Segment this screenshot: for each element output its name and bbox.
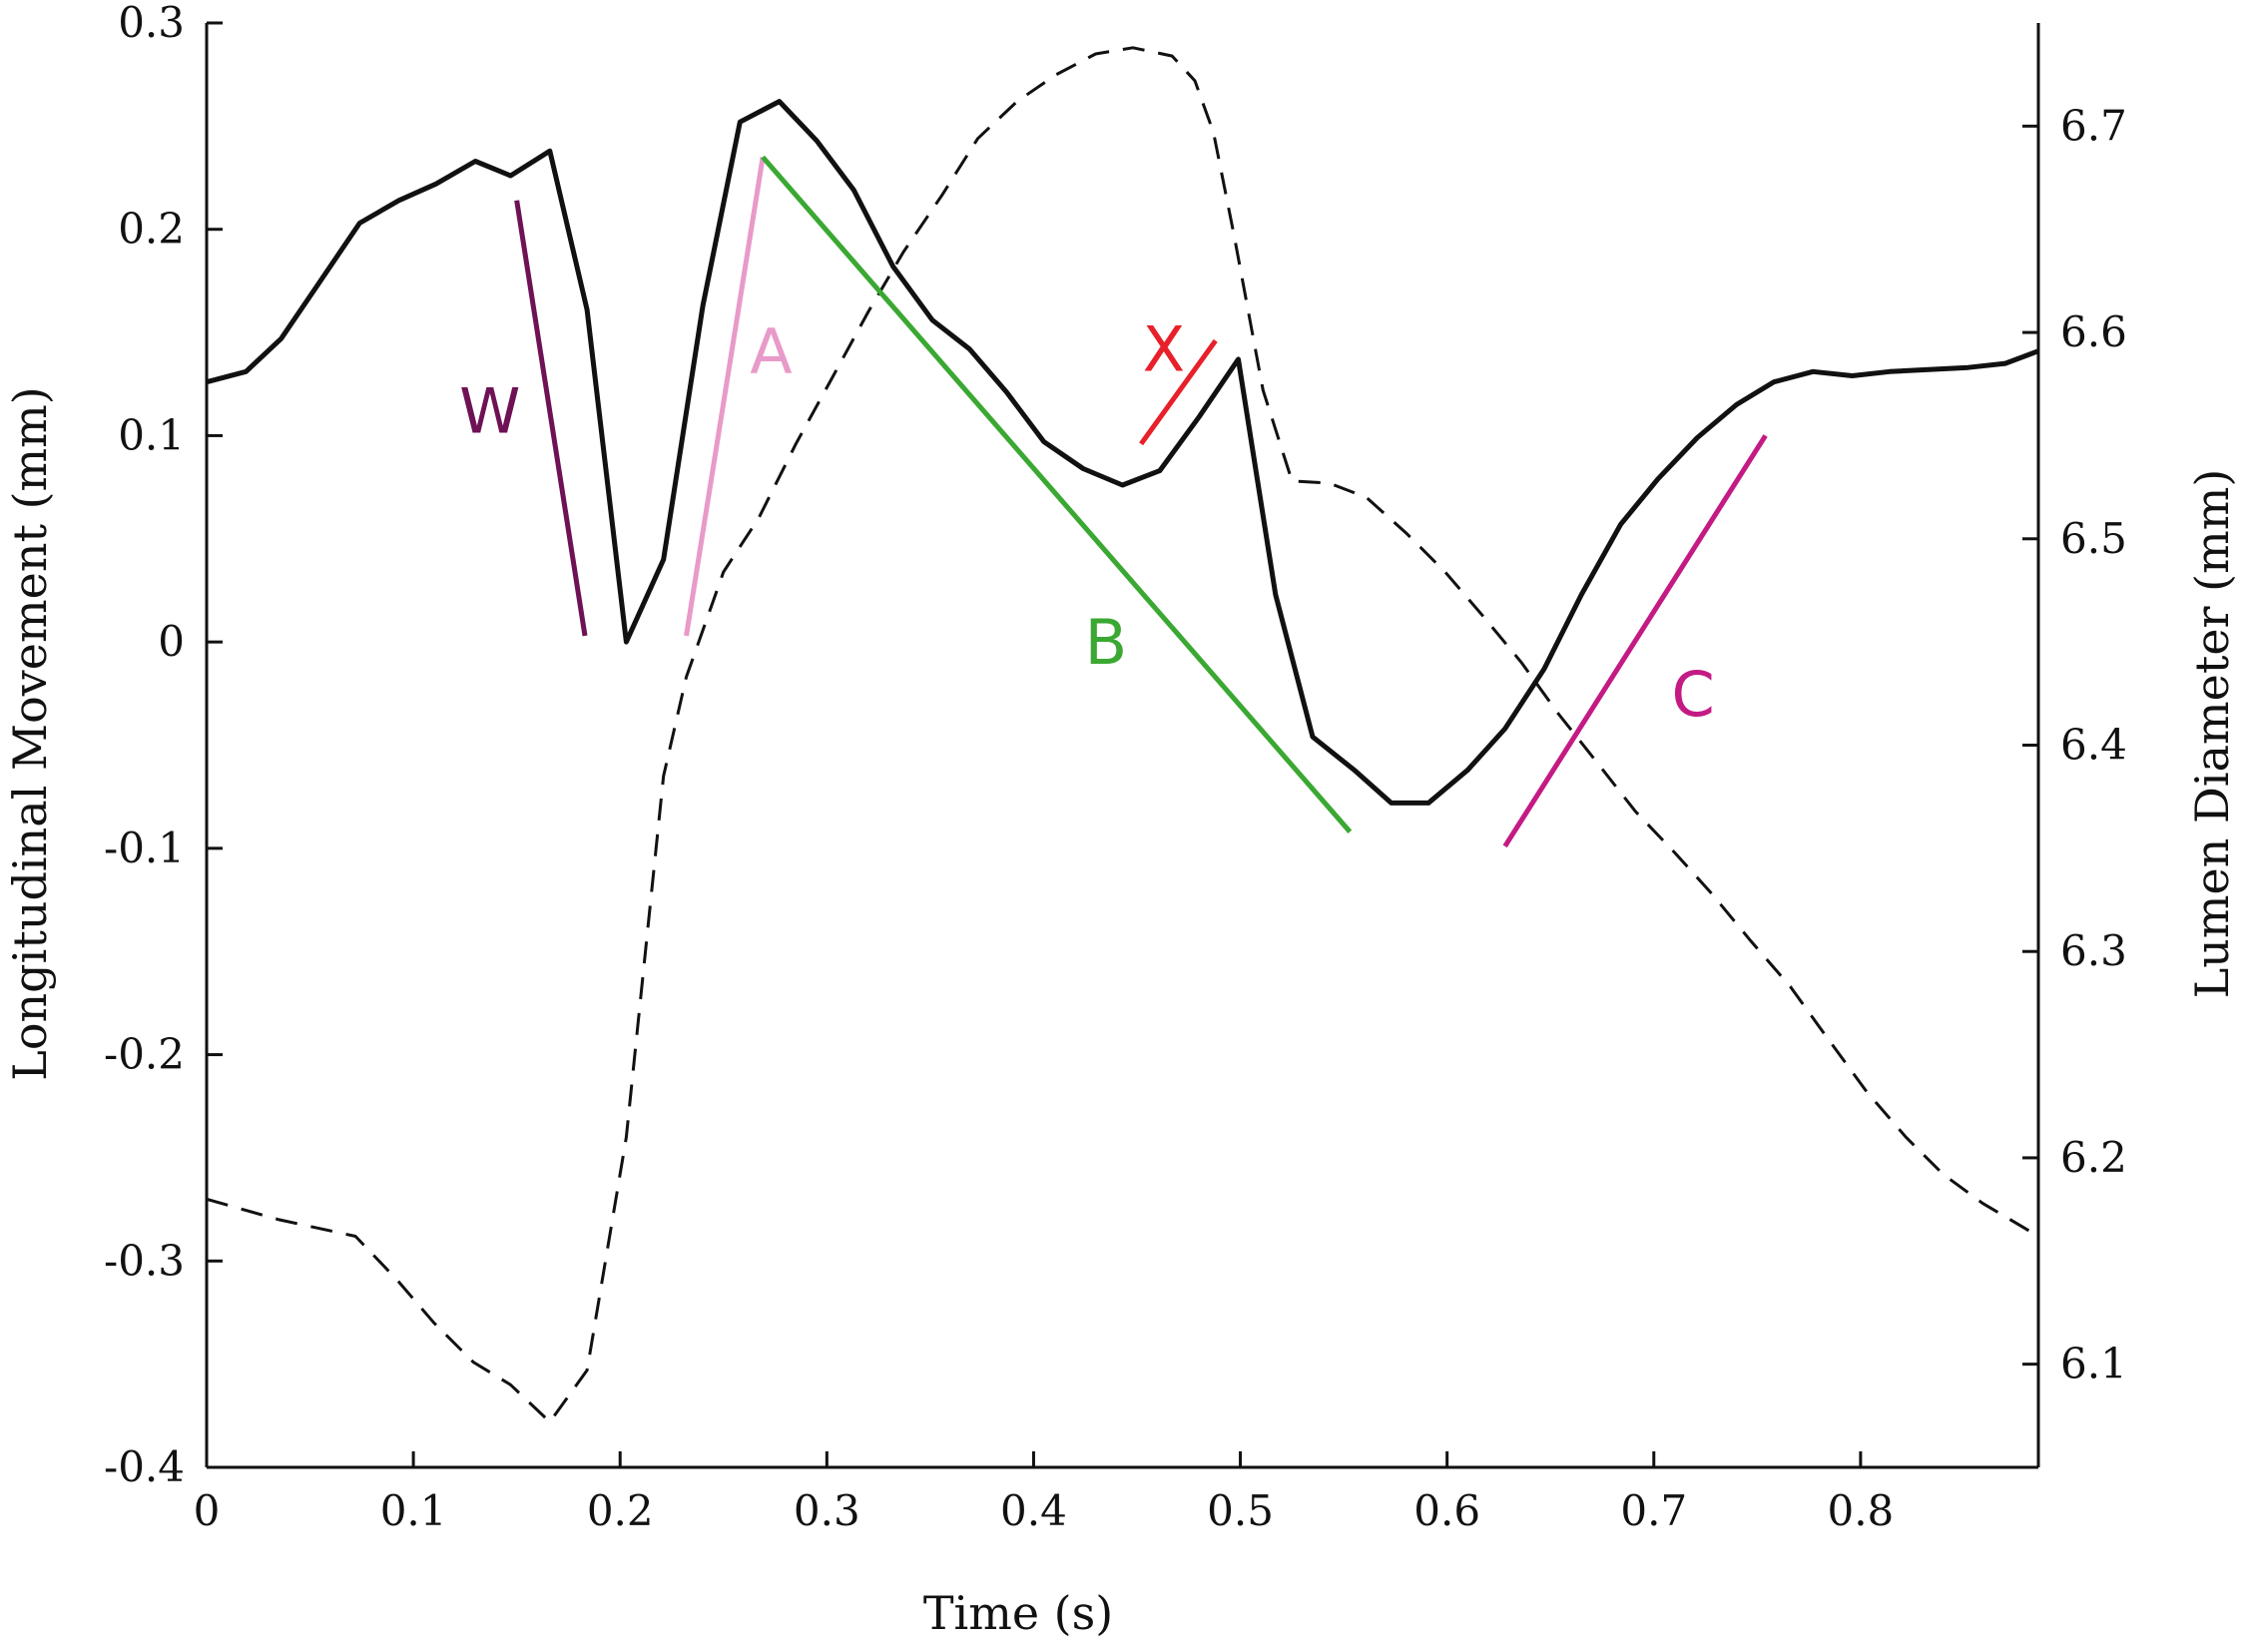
x-tick-label: 0.6 [1413,1486,1480,1535]
y-right-tick-label: 6.3 [2060,926,2127,975]
annotation-label-x: X [1143,313,1185,386]
y-left-tick-label: 0.3 [118,0,185,47]
lumen-diameter-line [206,46,2039,1423]
plot-series [206,46,2039,1423]
x-tick-label: 0 [194,1486,221,1535]
y-axis-title-left: Longitudinal Movement (mm) [3,386,57,1080]
y-axis-title-right: Lumen Diameter (mm) [2185,469,2239,999]
y-left-tick-label: 0.1 [118,410,185,459]
x-tick-label: 0.8 [1827,1486,1894,1535]
y-left-tick-label: -0.3 [104,1236,185,1285]
annotation-label-a: A [750,315,792,388]
segment-x [1139,338,1218,446]
y-right-tick-label: 6.7 [2060,101,2127,150]
segment-w [514,200,588,637]
x-tick-label: 0.5 [1207,1486,1274,1535]
x-tick-label: 0.1 [380,1486,447,1535]
annotation-label-w: W [459,375,520,448]
x-tick-label: 0.2 [587,1486,654,1535]
segment-c [1502,434,1768,848]
x-tick-label: 0.7 [1620,1486,1687,1535]
x-tick-label: 0.4 [1000,1486,1067,1535]
axes [205,21,2040,1469]
annotation-segments: W A B X C [459,155,1768,848]
y-right-tick-label: 6.6 [2060,307,2127,356]
y-right-tick-label: 6.5 [2060,514,2127,563]
longitudinal-movement-line [206,99,2039,806]
y-left-tick-label: 0 [158,617,185,666]
y-right-tick-label: 6.1 [2060,1340,2127,1388]
x-axis-title: Time (s) [923,1586,1113,1640]
segment-a [684,156,766,637]
y-left-tick-label: -0.4 [104,1442,185,1491]
annotation-label-c: C [1671,658,1714,731]
annotation-label-b: B [1085,606,1128,679]
y-left-tick-label: 0.2 [118,205,185,254]
tick-labels: 0 0.1 0.2 0.3 0.4 0.5 0.6 0.7 0.8 -0.4 -0.3 -0.2 -0.… [104,0,2127,1535]
y-right-tick-label: 6.2 [2060,1133,2127,1182]
segment-b [761,155,1353,833]
y-left-tick-label: -0.1 [104,824,185,872]
y-right-tick-label: 6.4 [2060,721,2127,770]
x-tick-label: 0.3 [794,1486,860,1535]
y-left-tick-label: -0.2 [104,1030,185,1079]
